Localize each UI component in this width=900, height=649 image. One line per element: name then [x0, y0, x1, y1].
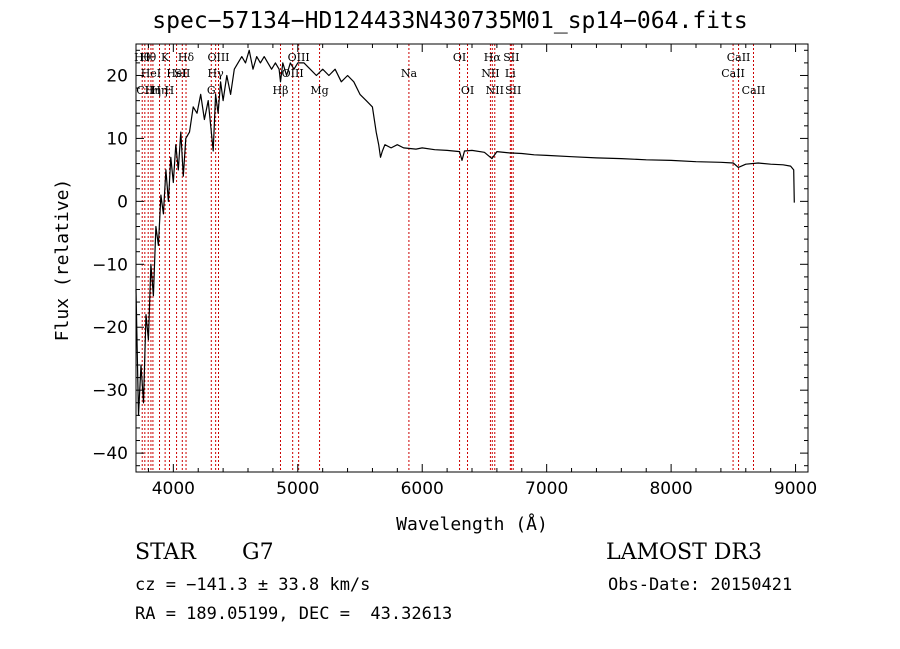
line-label-16: OIII — [288, 51, 310, 64]
line-label-5: Hη — [151, 84, 167, 97]
line-label-2: Hθ — [140, 51, 157, 64]
x-tick-label-0: 4000 — [152, 479, 195, 499]
line-label-10: Hδ — [178, 51, 195, 64]
chart-title: spec−57134−HD124433N430735M01_sp14−064.f… — [152, 8, 748, 34]
line-label-27: CaII — [721, 67, 745, 80]
y-tick-label-0: −40 — [92, 444, 128, 464]
x-tick-label-1: 5000 — [276, 479, 319, 499]
axis-ticks: 4000 5000 6000 7000 8000 9000 −40 −30 −20 −10 0 10 2… — [92, 44, 817, 499]
line-label-1: CII — [136, 84, 153, 97]
plot-frame — [135, 43, 809, 473]
line-label-3: HeI — [141, 67, 161, 80]
object-class: STAR — [135, 540, 196, 565]
line-label-24: Li — [505, 67, 516, 80]
object-subclass: G7 — [242, 540, 274, 565]
line-label-29: CaII — [742, 84, 766, 97]
line-label-0: Hθ — [134, 51, 151, 64]
line-label-18: Na — [401, 67, 418, 80]
line-label-6: K — [161, 51, 170, 64]
spectrum-line — [135, 49, 795, 416]
y-tick-label-6: 20 — [106, 66, 128, 86]
line-label-14: Hβ — [273, 84, 289, 97]
line-label-4: Hη — [145, 84, 161, 97]
observation-date: Obs-Date: 20150421 — [608, 575, 793, 595]
line-labels: HθCIIHθHeIHηHηKHHeISIIHδGHγOIIIHβOIIIOII… — [134, 51, 765, 97]
identification-lines — [141, 44, 754, 472]
line-label-13: OIII — [207, 51, 229, 64]
line-label-22: Hα — [484, 51, 502, 64]
line-label-21: NII — [481, 67, 499, 80]
y-tick-label-2: −20 — [92, 318, 128, 338]
redshift-velocity: cz = −141.3 ± 33.8 km/s — [135, 575, 371, 595]
line-label-20: OI — [461, 84, 474, 97]
y-tick-label-5: 10 — [106, 129, 128, 149]
y-tick-label-4: 0 — [117, 192, 128, 212]
line-label-28: CaII — [727, 51, 751, 64]
y-tick-label-3: −10 — [92, 255, 128, 275]
survey-name: LAMOST DR3 — [606, 540, 762, 565]
y-tick-label-1: −30 — [92, 381, 128, 401]
line-label-17: Mg — [310, 84, 328, 97]
line-label-23: NII — [486, 84, 504, 97]
line-label-11: G — [207, 84, 216, 97]
line-label-12: Hγ — [208, 67, 225, 80]
y-axis-label: Flux (relative) — [52, 179, 73, 342]
line-label-15: OIII — [282, 67, 304, 80]
x-axis-label: Wavelength (Å) — [396, 513, 548, 535]
x-tick-label-2: 6000 — [401, 479, 444, 499]
line-label-26: SII — [505, 84, 521, 97]
coordinates: RA = 189.05199, DEC = 43.32613 — [135, 604, 453, 624]
x-tick-label-3: 7000 — [525, 479, 568, 499]
line-label-25: SII — [503, 51, 519, 64]
x-tick-label-5: 9000 — [774, 479, 817, 499]
x-tick-label-4: 8000 — [649, 479, 692, 499]
line-label-8: HeI — [166, 67, 186, 80]
line-label-19: OI — [453, 51, 466, 64]
line-label-7: H — [165, 84, 175, 97]
spectrum-series — [135, 49, 795, 416]
line-label-9: SII — [174, 67, 190, 80]
